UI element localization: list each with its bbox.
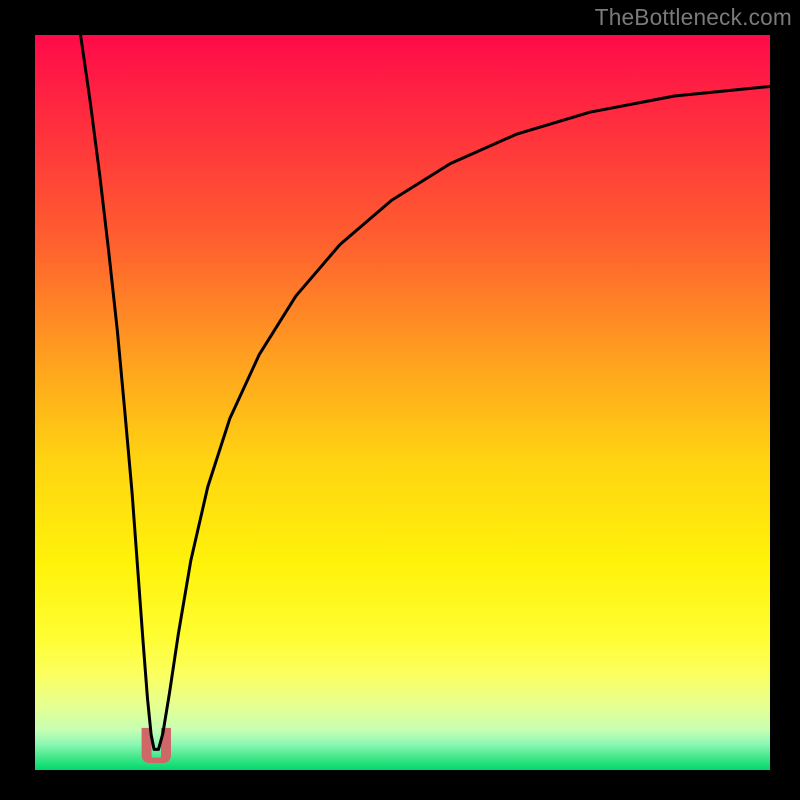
chart-stage: TheBottleneck.com: [0, 0, 800, 800]
chart-svg: [0, 0, 800, 800]
